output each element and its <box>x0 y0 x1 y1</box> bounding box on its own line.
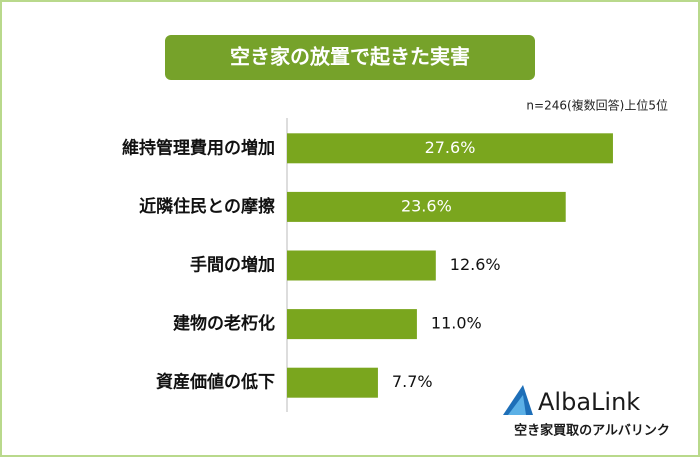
logo-icon <box>508 395 526 415</box>
logo-icon <box>503 385 533 415</box>
chart-title: 空き家の放置で起きた実害 <box>230 45 470 69</box>
logo-name: AlbaLink <box>538 388 640 416</box>
bar <box>287 133 613 164</box>
value-label: 11.0% <box>431 314 482 333</box>
bar <box>287 367 378 398</box>
title-box <box>165 35 535 80</box>
value-label: 23.6% <box>401 196 452 215</box>
category-label: 建物の老朽化 <box>173 313 275 334</box>
category-label: 手間の増加 <box>190 255 275 276</box>
category-label: 維持管理費用の増加 <box>122 137 275 158</box>
logo: AlbaLink 空き家買取のアルバリンク <box>503 385 670 439</box>
subtitle: n=246(複数回答)上位5位 <box>526 98 668 113</box>
bar <box>287 309 417 340</box>
value-label: 7.7% <box>392 372 433 391</box>
bar <box>287 250 436 281</box>
value-label: 27.6% <box>425 138 476 157</box>
logo-tagline: 空き家買取のアルバリンク <box>514 423 670 439</box>
bar <box>287 191 566 222</box>
category-label: 近隣住民との摩擦 <box>139 196 275 217</box>
category-label: 資産価値の低下 <box>156 372 275 393</box>
value-label: 12.6% <box>450 255 501 274</box>
